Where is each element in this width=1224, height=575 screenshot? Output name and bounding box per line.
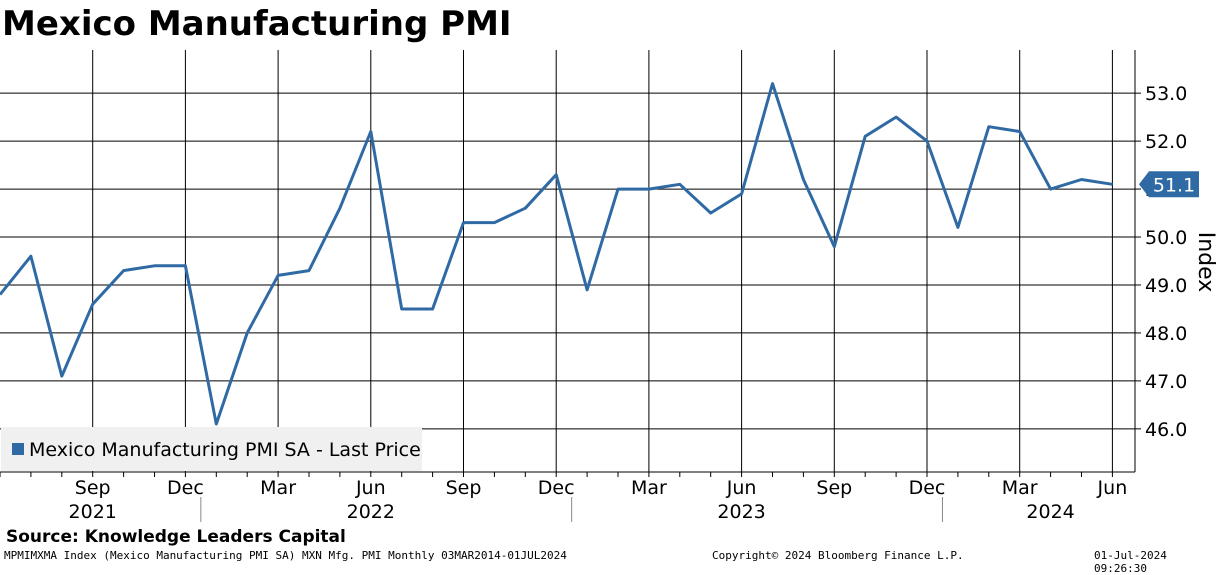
y-tick-label: 50.0 (1145, 227, 1187, 249)
legend-label: Mexico Manufacturing PMI SA - Last Price (29, 439, 421, 461)
legend: Mexico Manufacturing PMI SA - Last Price (1, 427, 422, 471)
x-year-label: 2022 (347, 501, 395, 523)
footer-ticker-info: MPMIMXMA Index (Mexico Manufacturing PMI… (4, 549, 567, 562)
x-tick-label: Jun (1097, 477, 1128, 499)
y-tick-label: 46.0 (1145, 419, 1187, 441)
data-points (0, 82, 1114, 425)
last-value-label: 51.1 (1153, 174, 1195, 196)
y-tick-labels: 46.047.048.049.050.051.052.053.0 (1135, 83, 1187, 441)
x-tick-label: Dec (909, 477, 946, 499)
y-tick-label: 48.0 (1145, 323, 1187, 345)
last-value-badge-background (1139, 171, 1199, 198)
y-axis-label: Index (1193, 232, 1218, 293)
x-tick-labels: Sep Dec Mar Jun Sep Dec Mar Jun Sep Dec Mar Jun 2021… (0, 472, 1127, 523)
source-label: Source: Knowledge Leaders Capital (6, 527, 346, 547)
x-year-label: 2024 (1026, 501, 1074, 523)
chart-title: Mexico Manufacturing PMI (2, 4, 512, 44)
x-tick-label: Mar (631, 477, 667, 499)
x-tick-label: Dec (538, 477, 575, 499)
x-year-label: 2023 (717, 501, 765, 523)
grid-lines (0, 50, 1135, 472)
x-tick-label: Mar (260, 477, 296, 499)
x-tick-label: Jun (355, 477, 386, 499)
footer-timestamp: 01-Jul-2024 09:26:30 (1094, 549, 1167, 575)
x-tick-label: Sep (816, 477, 852, 499)
series-line-pmi (0, 82, 1113, 426)
legend-swatch (12, 443, 24, 455)
x-tick-label: Jun (726, 477, 757, 499)
x-tick-label: Sep (446, 477, 482, 499)
x-tick-label: Sep (75, 477, 111, 499)
y-tick-label: 49.0 (1145, 275, 1187, 297)
legend-background (1, 427, 422, 471)
x-tick-label: Dec (167, 477, 204, 499)
x-year-label: 2021 (69, 501, 117, 523)
x-tick-label: Mar (1002, 477, 1038, 499)
y-tick-label: 52.0 (1145, 131, 1187, 153)
y-tick-label: 53.0 (1145, 83, 1187, 105)
last-value-badge: 51.1 (1139, 171, 1199, 198)
footer-copyright: Copyright© 2024 Bloomberg Finance L.P. (712, 549, 964, 562)
y-tick-label: 47.0 (1145, 371, 1187, 393)
